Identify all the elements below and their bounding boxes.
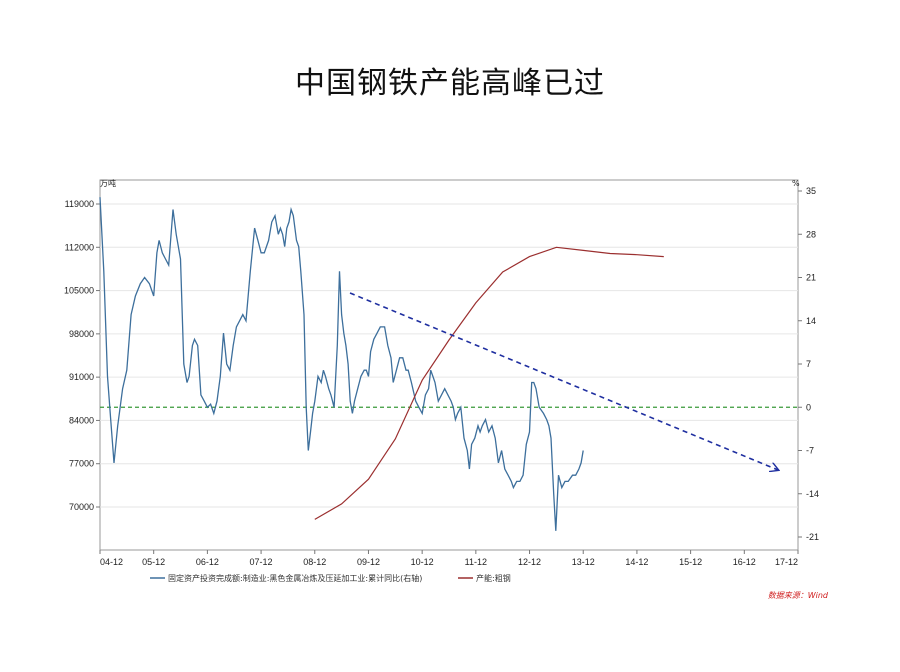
- right-tick-label: -7: [806, 446, 814, 456]
- source-note: 数据来源：Wind: [768, 591, 829, 600]
- x-tick-label: 09-12: [357, 557, 380, 567]
- left-axis-unit: 万吨: [100, 178, 116, 188]
- right-tick-label: 7: [806, 359, 811, 369]
- right-tick-label: -14: [806, 489, 819, 499]
- x-tick-label: 14-12: [625, 557, 648, 567]
- right-tick-label: 35: [806, 186, 816, 196]
- right-tick-label: 21: [806, 273, 816, 283]
- x-tick-label: 17-12: [775, 557, 798, 567]
- left-axis: 119000 112000 105000 98000 91000 84000 77000 70…: [64, 199, 100, 512]
- left-tick-label: 91000: [69, 372, 94, 382]
- series-investment-yoy-line: [99, 197, 584, 531]
- right-axis: 35 28 21 14 7 0 -7 -14 -21: [798, 186, 819, 542]
- right-tick-label: -21: [806, 532, 819, 542]
- x-tick-label: 15-12: [679, 557, 702, 567]
- x-tick-label: 08-12: [303, 557, 326, 567]
- x-axis: 04-12 05-12 06-12 07-12 08-12 09-12 10-12 11-12…: [99, 550, 799, 567]
- x-tick-label: 05-12: [142, 557, 165, 567]
- right-tick-label: 14: [806, 316, 816, 326]
- right-axis-unit: %: [792, 179, 800, 188]
- left-tick-label: 77000: [69, 459, 94, 469]
- right-tick-label: 28: [806, 229, 816, 239]
- legend-label-investment: 固定资产投资完成额:制造业:黑色金属冶炼及压延加工业:累计同比(右轴): [168, 573, 422, 583]
- left-tick-label: 70000: [69, 502, 94, 512]
- x-tick-label: 12-12: [518, 557, 541, 567]
- left-tick-label: 98000: [69, 329, 94, 339]
- x-tick-label: 16-12: [733, 557, 756, 567]
- x-tick-label: 04-12: [100, 557, 123, 567]
- left-tick-label: 119000: [65, 199, 94, 209]
- left-tick-label: 84000: [69, 415, 94, 425]
- x-tick-label: 07-12: [250, 557, 273, 567]
- plot-frame: [99, 179, 799, 551]
- slide-title: 中国钢铁产能高峰已过: [295, 66, 605, 101]
- x-tick-label: 06-12: [196, 557, 219, 567]
- trend-arrow: [349, 292, 778, 470]
- gridlines: [100, 203, 798, 508]
- left-tick-label: 105000: [64, 286, 94, 296]
- right-tick-label: 0: [806, 402, 811, 412]
- legend: 固定资产投资完成额:制造业:黑色金属冶炼及压延加工业:累计同比(右轴) 产能:粗…: [150, 573, 511, 583]
- legend-label-capacity: 产能:粗钢: [476, 573, 511, 583]
- series-crude-steel-capacity-line: [314, 246, 664, 520]
- x-tick-label: 10-12: [411, 557, 434, 567]
- x-tick-label: 13-12: [572, 557, 595, 567]
- x-tick-label: 11-12: [465, 557, 487, 567]
- left-tick-label: 112000: [65, 242, 94, 252]
